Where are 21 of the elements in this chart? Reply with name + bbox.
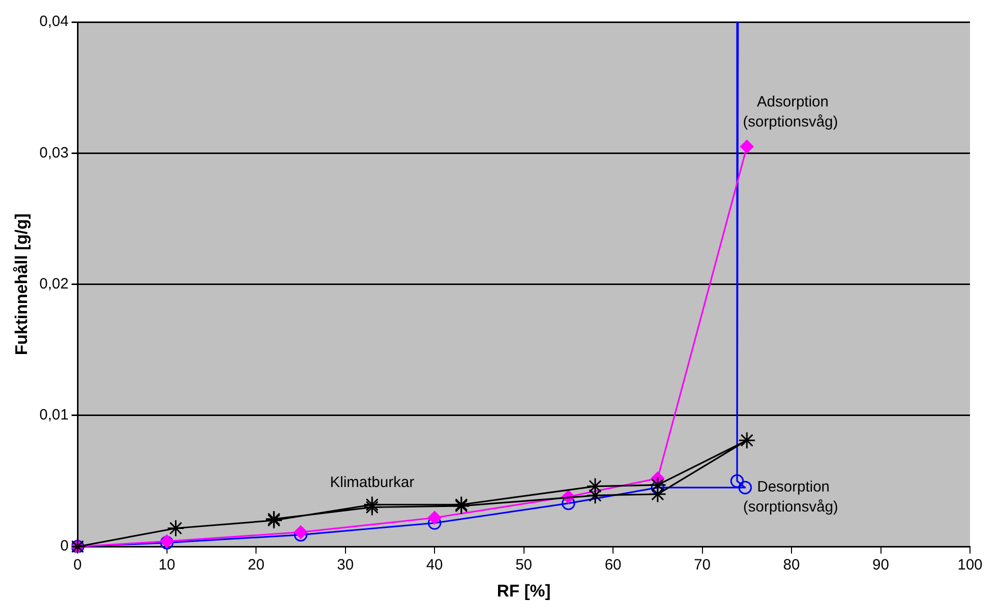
x-tick-label: 0 (73, 556, 82, 574)
x-tick-label: 80 (783, 556, 800, 574)
y-tick-label: 0,03 (39, 144, 69, 162)
x-tick-label: 10 (158, 556, 176, 574)
series-label: Adsorption (sorptionsvåg) (742, 94, 838, 131)
y-tick-label: 0,04 (39, 13, 69, 30)
series-label: Desorption (sorptionsvåg) (743, 478, 838, 516)
y-tick-label: 0,02 (39, 275, 69, 292)
y-axis-title: Fuktinnehåll [g/g] (12, 213, 31, 356)
x-tick-label: 50 (515, 556, 532, 574)
series-label: Klimatburkar (330, 474, 414, 491)
x-tick-label: 20 (248, 556, 264, 574)
x-tick-label: 60 (604, 556, 622, 574)
x-tick-label: 30 (336, 556, 354, 574)
x-tick-label: 90 (872, 556, 890, 574)
y-tick-label: 0 (60, 538, 69, 555)
x-tick-label: 70 (694, 556, 711, 574)
x-tick-label: 100 (957, 556, 983, 574)
y-tick-label: 0,01 (39, 406, 69, 424)
x-tick-label: 40 (426, 556, 443, 574)
x-axis-title: RF [%] (496, 581, 551, 600)
